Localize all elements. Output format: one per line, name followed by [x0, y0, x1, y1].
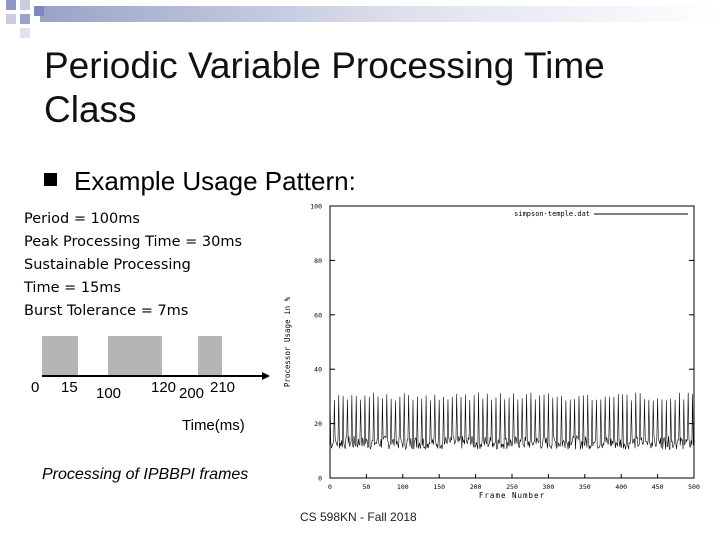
caption: Processing of IPBBPI frames: [42, 466, 249, 483]
tick-210: 210: [210, 379, 235, 396]
slide-title: Periodic Variable Processing Time Class: [44, 45, 605, 130]
processor-usage-chart: 0 50 100 150 200 250 300 350 400 450 500 0 20 40 60 80 1…: [283, 203, 700, 501]
x-tick-label: 300: [543, 483, 555, 491]
tick-15: 15: [61, 379, 78, 396]
tick-100: 100: [96, 385, 121, 402]
x-tick-label: 450: [652, 483, 664, 491]
y-tick-label: 40: [314, 366, 322, 374]
x-axis-label: Frame Number: [479, 491, 545, 500]
square-bullet-icon: [44, 173, 57, 186]
param-sustainable: Sustainable Processing: [24, 257, 191, 273]
x-tick-label: 200: [470, 483, 482, 491]
burst-bar-1: [42, 336, 78, 376]
x-tick-label: 100: [397, 483, 409, 491]
param-period: Period = 100ms: [24, 211, 140, 227]
timeline-diagram: 0 15 100 120 200 210 Time(ms): [31, 336, 270, 434]
tick-120: 120: [151, 379, 176, 396]
parameter-list: Period = 100ms Peak Processing Time = 30…: [24, 208, 284, 323]
param-sustainable-value: Time = 15ms: [24, 280, 121, 296]
footer: CS 598KN - Fall 2018: [300, 510, 417, 524]
burst-bar-3: [198, 336, 222, 376]
tick-200: 200: [179, 385, 204, 402]
tick-0: 0: [31, 379, 39, 396]
x-tick-label: 500: [688, 483, 700, 491]
param-burst: Burst Tolerance = 7ms: [24, 303, 189, 319]
title-decoration: [6, 0, 720, 38]
arrow-head-icon: [262, 372, 270, 380]
burst-bar-2: [108, 336, 162, 376]
x-tick-label: 350: [579, 483, 591, 491]
x-tick-label: 150: [433, 483, 445, 491]
param-peak: Peak Processing Time = 30ms: [24, 234, 243, 250]
x-tick-label: 0: [328, 483, 332, 491]
y-tick-label: 100: [310, 203, 322, 211]
y-tick-label: 0: [318, 475, 322, 483]
usage-series-line: [329, 392, 695, 451]
x-tick-label: 400: [615, 483, 627, 491]
y-tick-label: 80: [314, 257, 322, 265]
y-axis-label: Processor Usage in %: [283, 296, 292, 387]
legend-label: simpson-temple.dat: [514, 210, 590, 218]
bullet-text: Example Usage Pattern:: [74, 166, 356, 196]
x-tick-label: 50: [362, 483, 370, 491]
y-tick-label: 60: [314, 311, 322, 319]
y-tick-label: 20: [314, 420, 322, 428]
time-axis-label: Time(ms): [182, 417, 245, 434]
x-tick-label: 250: [506, 483, 518, 491]
